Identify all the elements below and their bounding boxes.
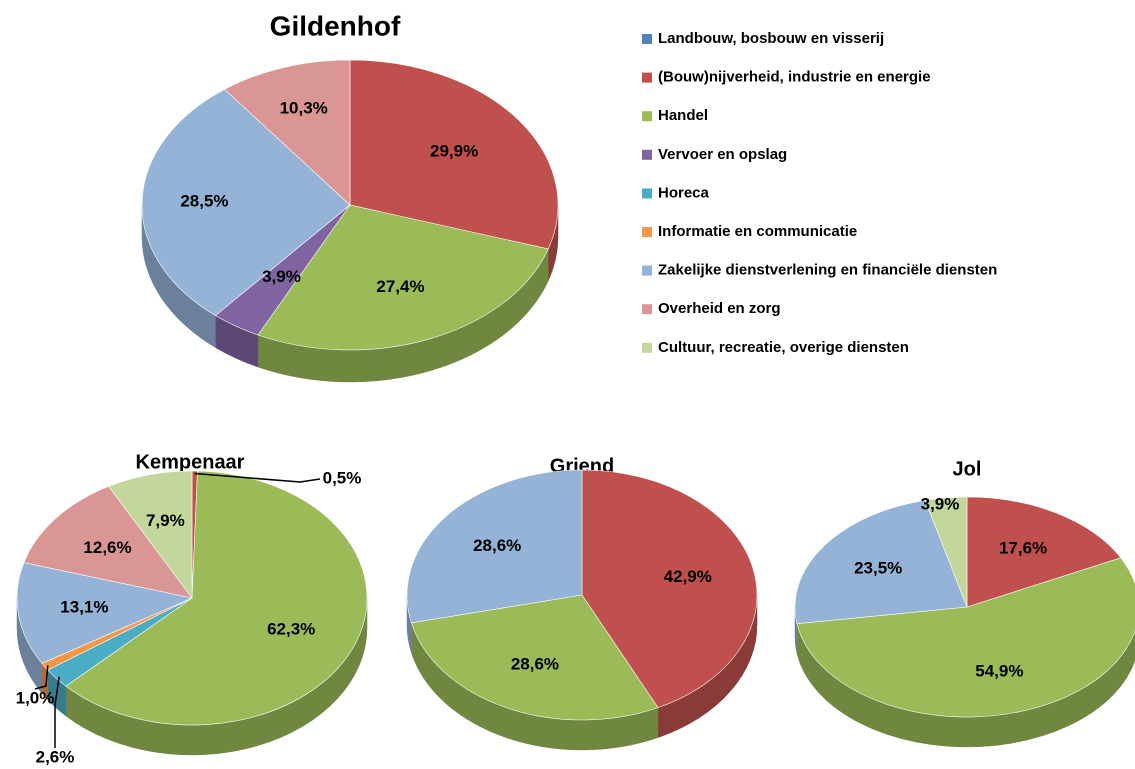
legend-swatch <box>642 227 652 237</box>
data-label: 12,6% <box>83 538 131 557</box>
legend-swatch <box>642 265 652 276</box>
legend-label: Vervoer en opslag <box>658 146 787 163</box>
chart-title: Gildenhof <box>270 10 401 41</box>
data-label: 28,6% <box>473 536 521 555</box>
legend-label: Zakelijke dienstverlening en financiële … <box>658 262 997 279</box>
slice <box>16 562 193 664</box>
data-label: 0,5% <box>323 468 362 487</box>
leader-line <box>194 472 321 483</box>
legend-label: (Bouw)nijverheid, industrie en energie <box>658 69 931 86</box>
chart-title: Jol <box>953 458 982 480</box>
legend-label: Landbouw, bosbouw en visserij <box>658 30 884 47</box>
leader-line <box>34 665 49 690</box>
data-label: 17,6% <box>999 538 1047 557</box>
legend-swatch <box>642 304 652 315</box>
data-label: 42,9% <box>664 567 712 586</box>
data-label: 62,3% <box>267 619 315 638</box>
slice <box>23 485 193 599</box>
legend-label: Overheid en zorg <box>658 300 781 317</box>
data-label: 29,9% <box>430 141 478 160</box>
slice <box>224 59 351 206</box>
chart-title: Kempenaar <box>136 451 245 473</box>
legend-swatch <box>642 149 652 160</box>
slice <box>966 496 1122 608</box>
data-label: 1,0% <box>16 688 55 707</box>
legend-label: Informatie en communicatie <box>658 223 857 240</box>
data-label: 23,5% <box>854 559 902 578</box>
legend-swatch <box>642 188 652 199</box>
slice <box>581 469 758 708</box>
data-label: 13,1% <box>60 598 108 617</box>
legend-label: Cultuur, recreatie, overige diensten <box>658 339 909 356</box>
data-label: 3,9% <box>262 267 301 286</box>
slice <box>924 496 968 608</box>
legend-label: Handel <box>658 107 708 124</box>
slice <box>410 594 659 721</box>
legend-swatch <box>642 342 652 353</box>
data-label: 28,6% <box>511 654 559 673</box>
slice <box>65 470 368 726</box>
data-label: 28,5% <box>180 192 228 211</box>
slice <box>349 59 559 250</box>
data-label: 7,9% <box>146 511 185 530</box>
slice <box>406 469 583 624</box>
legend-swatch <box>642 34 652 44</box>
slice <box>141 88 351 316</box>
slice <box>794 499 968 625</box>
slice <box>796 557 1135 718</box>
legend-swatch <box>642 72 652 83</box>
data-label: 2,6% <box>36 747 75 766</box>
slice <box>108 470 193 599</box>
data-label: 3,9% <box>921 494 960 513</box>
legend-label: Horeca <box>658 184 710 201</box>
slice <box>257 204 549 351</box>
data-label: 54,9% <box>975 661 1023 680</box>
leader-line <box>54 676 60 748</box>
data-label: 27,4% <box>376 277 424 296</box>
legend-swatch <box>642 111 652 122</box>
data-label: 10,3% <box>280 98 328 117</box>
